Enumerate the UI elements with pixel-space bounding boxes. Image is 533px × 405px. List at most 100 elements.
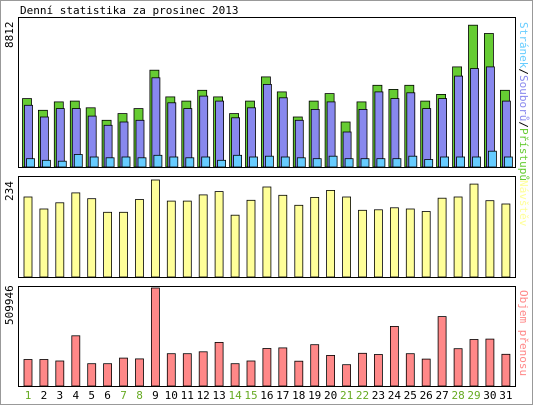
day-label-28: 28	[451, 389, 464, 402]
day-label-20: 20	[324, 389, 337, 402]
day-label-7: 7	[120, 389, 127, 402]
day-label-21: 21	[340, 389, 353, 402]
bar-pages-day-25	[408, 155, 418, 168]
bar-files-day-2	[40, 116, 49, 168]
bar-pages-day-22	[360, 158, 370, 168]
bar-pages-day-5	[89, 156, 99, 168]
legend-sep-1: /	[517, 68, 530, 75]
bar-files-day-12	[199, 95, 209, 168]
bar-kbytes-day-3	[55, 360, 65, 387]
bar-kbytes-day-7	[119, 357, 128, 387]
bar-visits-day-26	[421, 211, 431, 278]
day-label-1: 1	[25, 389, 32, 402]
bar-pages-day-30	[487, 150, 497, 168]
bar-kbytes-day-30	[485, 338, 495, 387]
bar-files-day-23	[374, 91, 384, 168]
bar-pages-day-10	[169, 156, 179, 168]
bar-pages-day-11	[185, 157, 195, 168]
legend-pages: Stránek	[517, 22, 530, 69]
bar-kbytes-day-25	[405, 353, 415, 387]
bar-kbytes-day-10	[166, 353, 176, 387]
bar-kbytes-day-27	[437, 316, 447, 387]
ymax-label-kbytes: 509946	[3, 285, 16, 325]
bar-visits-day-12	[198, 194, 208, 278]
bar-visits-day-29	[469, 183, 479, 278]
day-label-22: 22	[356, 389, 369, 402]
bar-visits-day-21	[342, 196, 352, 278]
bar-visits-day-22	[358, 209, 367, 278]
legend-visits: Návštěv	[517, 180, 530, 227]
bar-pages-day-6	[105, 157, 115, 168]
day-label-3: 3	[56, 389, 63, 402]
legend-hits-files-pages: Stránek/Souborů/Přístupů	[517, 22, 530, 181]
day-label-25: 25	[404, 389, 417, 402]
bar-pages-day-20	[328, 155, 338, 168]
bar-files-day-26	[422, 108, 432, 168]
day-label-27: 27	[435, 389, 448, 402]
day-label-10: 10	[165, 389, 178, 402]
day-label-11: 11	[181, 389, 194, 402]
bar-visits-day-23	[373, 209, 383, 278]
ymax-label-visits: 234	[3, 181, 16, 201]
day-label-8: 8	[136, 389, 143, 402]
day-label-17: 17	[276, 389, 289, 402]
bar-visits-day-8	[135, 199, 144, 278]
bar-pages-day-18	[296, 157, 306, 168]
bar-kbytes-day-23	[373, 354, 383, 387]
bar-visits-day-4	[71, 192, 81, 278]
day-label-15: 15	[244, 389, 257, 402]
bar-visits-day-18	[294, 204, 304, 278]
bar-visits-day-28	[453, 196, 463, 278]
bar-kbytes-day-15	[246, 360, 256, 387]
bar-pages-day-27	[440, 156, 450, 168]
bar-visits-day-1	[23, 196, 33, 278]
bar-kbytes-day-31	[501, 353, 511, 387]
bar-pages-day-4	[73, 154, 83, 168]
day-label-16: 16	[260, 389, 273, 402]
chart-title: Denní statistika za prosinec 2013	[20, 4, 239, 17]
bar-pages-day-26	[424, 159, 434, 168]
bar-visits-day-31	[501, 203, 511, 278]
day-label-31: 31	[499, 389, 512, 402]
day-labels: 1 2 3 4 5 6 7 8 9 10 11 12 13 14 15 16 17 18 19 20 21 22 23 24 2…	[25, 389, 513, 402]
bar-files-day-13	[215, 100, 225, 168]
bar-kbytes-day-28	[453, 348, 463, 387]
bar-kbytes-day-20	[326, 354, 336, 387]
bar-kbytes-day-26	[421, 358, 431, 387]
bar-visits-day-27	[437, 197, 447, 278]
bar-pages-day-1	[26, 158, 35, 168]
bar-pages-day-17	[280, 156, 290, 168]
legend-sep-2: /	[517, 121, 530, 128]
bars-kbytes	[23, 287, 511, 387]
bar-visits-day-7	[119, 211, 128, 278]
day-label-24: 24	[388, 389, 402, 402]
bar-kbytes-day-5	[87, 363, 97, 387]
bar-kbytes-day-24	[389, 325, 399, 387]
bar-visits-day-16	[262, 186, 272, 278]
bar-pages-day-23	[376, 158, 386, 168]
bar-visits-day-24	[389, 207, 399, 278]
bar-kbytes-day-21	[342, 364, 352, 387]
bar-pages-day-29	[472, 156, 481, 168]
bar-kbytes-day-13	[214, 341, 224, 387]
bar-visits-day-10	[166, 200, 176, 278]
day-label-26: 26	[420, 389, 433, 402]
day-label-30: 30	[483, 389, 496, 402]
bar-kbytes-day-6	[103, 363, 112, 387]
bar-visits-day-15	[246, 199, 256, 278]
bar-kbytes-day-22	[358, 352, 367, 387]
legend-hits: Přístupů	[517, 128, 530, 181]
bar-visits-day-9	[150, 179, 160, 278]
bar-pages-day-3	[57, 160, 67, 168]
day-label-5: 5	[88, 389, 95, 402]
legend-files: Souborů	[517, 75, 530, 121]
bar-pages-day-13	[217, 159, 227, 168]
bar-pages-day-15	[249, 156, 258, 168]
legend-kbytes: Objem přenosu	[517, 290, 530, 376]
bar-visits-day-13	[214, 191, 224, 278]
bar-pages-day-9	[153, 154, 163, 168]
bar-kbytes-day-2	[39, 359, 49, 387]
bar-pages-day-8	[137, 157, 147, 168]
ymax-label-hits: 8812	[3, 22, 16, 49]
